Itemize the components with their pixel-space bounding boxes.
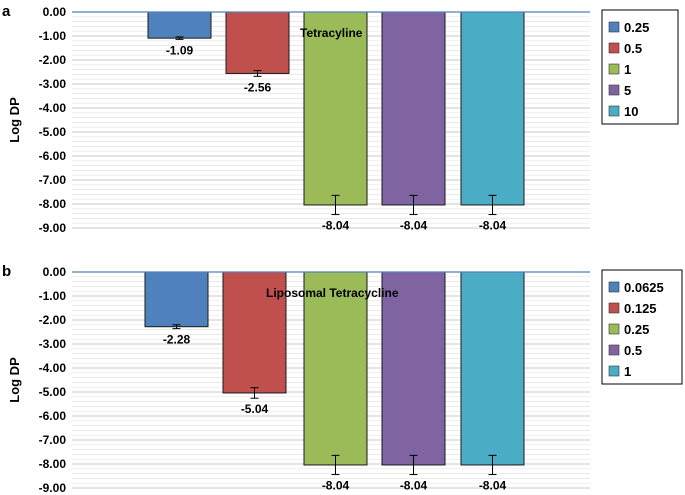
legend-swatch [608,63,620,75]
y-tick-label: -1.00 [39,289,67,303]
chart-title: Tetracyline [300,26,363,40]
legend-swatch [608,323,620,335]
legend-swatch [608,344,620,356]
chart-panel-b: 0.00 -1.00 -2.00 -3.00 -4.00 -5.00 -6.00 -7.00 -… [2,263,683,495]
legend-entry: 0.125 [624,301,657,316]
y-tick-label: -4.00 [39,101,67,115]
legend-swatch [608,42,620,54]
y-tick-label: -2.00 [39,313,67,327]
legend-entry: 0.25 [624,322,649,337]
legend-entry: 0.5 [624,41,642,56]
legend-entry: 0.25 [624,20,649,35]
y-axis-label: Log DP [7,97,22,143]
legend: 0.0625 0.125 0.25 0.5 1 [601,269,683,385]
bar-10 [460,11,525,206]
bar-0.5 [225,11,290,74]
legend-swatch [608,281,620,293]
legend-swatch [608,84,620,96]
legend-swatch [608,302,620,314]
y-tick-label: 0.00 [43,5,67,19]
panel-letter: a [2,3,11,20]
data-label: -5.04 [241,402,269,416]
y-tick-label: -9.00 [39,221,67,235]
y-axis-label: Log DP [7,357,22,403]
bar-0.25 [303,271,368,466]
y-tick-label: -5.00 [39,385,67,399]
y-tick-label: -3.00 [39,337,67,351]
legend-swatch [608,105,620,117]
y-tick-label: -2.00 [39,53,67,67]
data-label: -1.09 [166,43,194,57]
data-label: -8.04 [400,219,428,233]
bar-1 [460,271,525,466]
data-label: -8.04 [322,219,350,233]
y-tick-label: -6.00 [39,409,67,423]
y-tick-label: 0.00 [43,265,67,279]
panel-letter: b [2,263,11,280]
legend-entry: 1 [624,364,631,379]
data-label: -2.56 [244,80,272,94]
data-label: -2.28 [163,333,191,347]
y-tick-label: -9.00 [39,481,67,495]
legend-entry: 0.5 [624,343,642,358]
y-tick-label: -8.00 [39,197,67,211]
data-label: -8.04 [479,219,507,233]
chart-title: Liposomal Tetracycline [266,286,399,300]
y-tick-label: -5.00 [39,125,67,139]
bar-0.5 [381,271,446,466]
bar-5 [381,11,446,206]
data-label: -8.04 [479,479,507,493]
y-tick-label: -6.00 [39,149,67,163]
y-tick-label: -7.00 [39,173,67,187]
bar-0.25 [147,11,212,39]
legend-swatch [608,365,620,377]
legend-entry: 0.0625 [624,280,664,295]
legend-swatch [608,21,620,33]
data-label: -8.04 [400,479,428,493]
legend-entry: 1 [624,62,631,77]
bar-1 [303,11,368,206]
y-tick-label: -1.00 [39,29,67,43]
bar-0.125 [222,271,287,394]
y-tick-label: -8.00 [39,457,67,471]
data-label: -8.04 [322,479,350,493]
y-tick-label: -7.00 [39,433,67,447]
chart-panel-a: 0.00 -1.00 -2.00 -3.00 -4.00 -5.00 -6.00 -7.00 -… [2,3,679,235]
y-tick-label: -3.00 [39,77,67,91]
legend-entry: 5 [624,83,631,98]
legend-entry: 10 [624,104,638,119]
legend: 0.25 0.5 1 5 10 [601,9,679,125]
bar-0.0625 [144,271,209,328]
y-tick-label: -4.00 [39,361,67,375]
